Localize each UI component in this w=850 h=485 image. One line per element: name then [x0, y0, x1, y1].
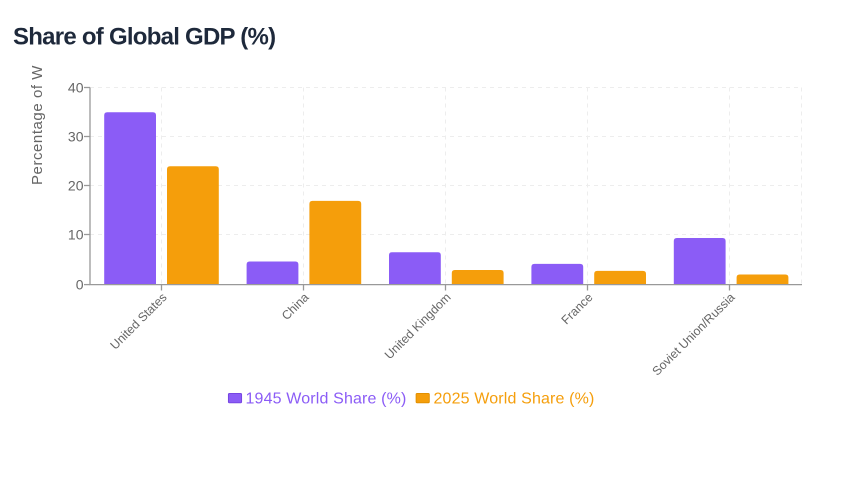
svg-text:30: 30	[68, 129, 84, 145]
svg-text:10: 10	[68, 227, 84, 243]
svg-text:Percentage of W: Percentage of W	[29, 65, 46, 185]
svg-text:2025 World Share (%): 2025 World Share (%)	[434, 390, 595, 407]
svg-text:1945 World Share (%): 1945 World Share (%)	[246, 390, 407, 407]
svg-text:0: 0	[76, 277, 84, 293]
svg-text:Share of Global GDP (%): Share of Global GDP (%)	[13, 24, 275, 51]
svg-text:40: 40	[68, 80, 84, 96]
svg-text:20: 20	[68, 178, 84, 194]
